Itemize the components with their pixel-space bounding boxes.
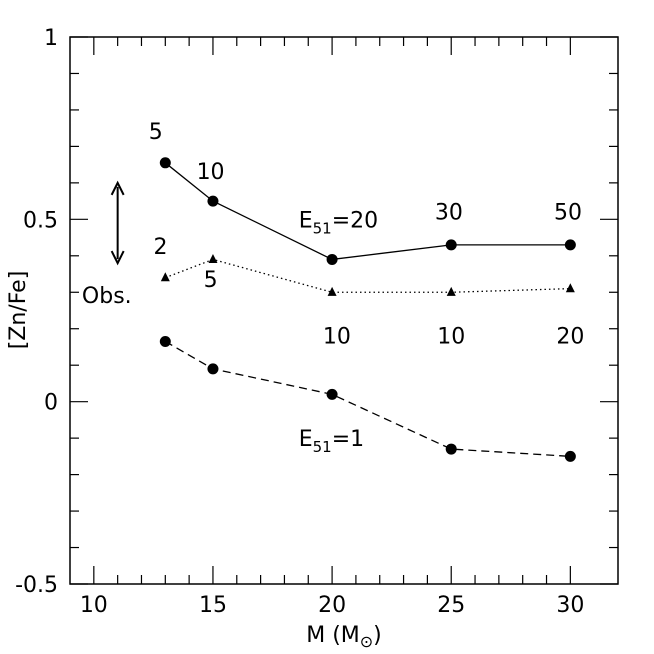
plot-frame [69, 36, 619, 585]
point-label: 30 [435, 200, 463, 225]
x-tick-label: 30 [556, 593, 584, 618]
data-point-triangle [208, 254, 218, 264]
point-label: 10 [197, 160, 225, 185]
y-tick-labels: -0.5 0 0.5 1 [15, 26, 58, 598]
axis-ticks [70, 36, 618, 585]
point-label: 2 [154, 235, 168, 260]
obs-label: Obs. [82, 284, 132, 309]
point-label: 50 [554, 200, 582, 225]
data-point [326, 388, 338, 400]
series-line-3 [164, 340, 571, 458]
energy-symbol: E [299, 427, 313, 452]
data-point [159, 335, 171, 347]
point-label: 10 [323, 324, 351, 349]
y-tick-label: 1 [44, 26, 58, 51]
data-point [564, 239, 576, 251]
obs-arrow-head-up [110, 180, 125, 196]
data-point [159, 157, 171, 169]
point-label: 5 [204, 268, 218, 293]
sun-symbol: ⊙ [360, 632, 373, 651]
data-point-triangle [446, 286, 456, 296]
energy-value: =20 [332, 208, 378, 233]
point-label: 5 [149, 120, 163, 145]
obs-arrow-head-down [110, 250, 125, 266]
point-label: 20 [556, 324, 584, 349]
x-tick-label: 15 [199, 593, 227, 618]
data-point [445, 443, 457, 455]
x-tick-label: 10 [80, 593, 108, 618]
energy-symbol: E [299, 208, 313, 233]
y-tick-label: -0.5 [15, 573, 58, 598]
y-tick-label: 0 [44, 391, 58, 416]
y-tick-label: 0.5 [23, 208, 58, 233]
energy-annotation: E51=1 [299, 427, 364, 456]
x-axis-title-main: M (M [306, 623, 360, 648]
x-tick-label: 25 [437, 593, 465, 618]
obs-range: Obs. [82, 180, 132, 309]
data-point [326, 253, 338, 265]
series-line-2 [165, 258, 571, 293]
series-layer [159, 157, 576, 462]
data-point [564, 450, 576, 462]
y-axis-title: [Zn/Fe] [6, 271, 31, 350]
data-point [445, 239, 457, 251]
energy-annotation: E51=20 [299, 208, 378, 237]
energy-subscript: 51 [313, 219, 332, 237]
energy-subscript: 51 [313, 438, 332, 456]
x-axis-title: M (M⊙) [306, 623, 382, 651]
energy-value: =1 [332, 427, 364, 452]
x-axis-title-close: ) [373, 623, 382, 648]
x-tick-labels: 10 15 20 25 30 [80, 593, 585, 618]
data-point [207, 195, 219, 207]
data-point-triangle [565, 283, 575, 293]
data-point [207, 363, 219, 375]
data-point-triangle [327, 286, 337, 296]
point-label: 10 [437, 324, 465, 349]
x-tick-label: 20 [318, 593, 346, 618]
data-point-triangle [160, 272, 170, 282]
